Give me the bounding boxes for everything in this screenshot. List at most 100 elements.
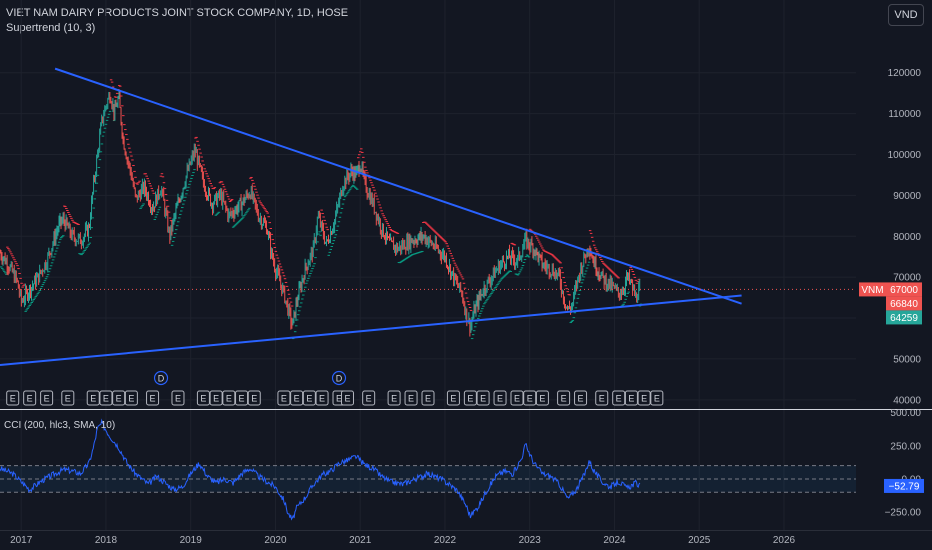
price-badge-label: 64259 bbox=[890, 313, 918, 324]
y-tick-label: 120000 bbox=[888, 68, 922, 79]
x-tick-label: 2024 bbox=[603, 535, 626, 546]
symbol-label: VNM bbox=[861, 285, 883, 296]
earnings-label: E bbox=[239, 394, 245, 404]
earnings-label: E bbox=[65, 394, 71, 404]
dividend-label: D bbox=[336, 374, 343, 384]
y-tick-label: 40000 bbox=[893, 395, 921, 406]
y-tick-label: 110000 bbox=[888, 109, 921, 120]
axes: 2017 2018 2019 2020 2021 2022 2023 2024 2025 2026… bbox=[0, 68, 932, 546]
earnings-marker bbox=[637, 390, 651, 406]
trendline bbox=[0, 294, 742, 367]
earnings-marker bbox=[209, 390, 223, 406]
price-badge bbox=[886, 310, 922, 325]
x-tick-label: 2026 bbox=[773, 535, 796, 546]
earnings-label: E bbox=[616, 394, 622, 404]
y-tick-label: 50000 bbox=[893, 354, 921, 365]
earnings-marker bbox=[171, 390, 185, 406]
earnings-label: E bbox=[103, 394, 109, 404]
x-tick-label: 2023 bbox=[519, 535, 542, 546]
earnings-label: E bbox=[425, 394, 431, 404]
earnings-marker bbox=[302, 390, 316, 406]
earnings-label: E bbox=[561, 394, 567, 404]
y-tick-label: 70000 bbox=[893, 273, 921, 284]
earnings-marker bbox=[340, 390, 354, 406]
earnings-marker bbox=[574, 390, 588, 406]
earnings-label: E bbox=[527, 394, 533, 404]
earnings-label: E bbox=[175, 394, 181, 404]
x-tick-label: 2019 bbox=[180, 535, 203, 546]
cci-y-tick-label: −250.00 bbox=[885, 508, 922, 519]
trendline bbox=[54, 67, 742, 305]
earnings-marker bbox=[650, 390, 664, 406]
x-tick-label: 2022 bbox=[434, 535, 457, 546]
earnings-marker bbox=[40, 390, 54, 406]
earnings-marker bbox=[557, 390, 571, 406]
cci-y-tick-label: 250.00 bbox=[890, 441, 921, 452]
earnings-marker bbox=[196, 390, 210, 406]
indicator-label[interactable]: Supertrend (10, 3) bbox=[6, 22, 96, 34]
earnings-marker bbox=[612, 390, 626, 406]
earnings-marker bbox=[86, 390, 100, 406]
earnings-marker bbox=[535, 390, 549, 406]
y-tick-label: 100000 bbox=[888, 150, 922, 161]
earnings-label: E bbox=[44, 394, 50, 404]
earnings-marker bbox=[421, 390, 435, 406]
earnings-label: E bbox=[641, 394, 647, 404]
earnings-label: E bbox=[366, 394, 372, 404]
earnings-label: E bbox=[251, 394, 257, 404]
earnings-marker bbox=[404, 390, 418, 406]
earnings-label: E bbox=[294, 394, 300, 404]
earnings-marker bbox=[247, 390, 261, 406]
earnings-marker bbox=[315, 390, 329, 406]
x-tick-label: 2018 bbox=[95, 535, 118, 546]
earnings-label: E bbox=[344, 394, 350, 404]
earnings-label: E bbox=[90, 394, 96, 404]
earnings-marker bbox=[595, 390, 609, 406]
earnings-marker bbox=[290, 390, 304, 406]
event-markers: E E E E E E E E E E E E E E E E E E E E E E E E E E E E E E E E E E E E E E ED… bbox=[6, 370, 664, 406]
cci-title: CCI (200, hlc3, SMA, 10) bbox=[4, 420, 115, 431]
earnings-marker bbox=[61, 390, 75, 406]
earnings-marker bbox=[624, 390, 638, 406]
earnings-label: E bbox=[450, 394, 456, 404]
dividend-marker bbox=[153, 370, 169, 386]
earnings-label: E bbox=[467, 394, 473, 404]
x-tick-label: 2021 bbox=[349, 535, 372, 546]
earnings-label: E bbox=[539, 394, 545, 404]
chart-title: VIET NAM DAIRY PRODUCTS JOINT STOCK COMP… bbox=[6, 7, 349, 19]
price-pane bbox=[0, 67, 856, 367]
earnings-marker bbox=[387, 390, 401, 406]
x-tick-label: 2017 bbox=[10, 535, 33, 546]
earnings-marker bbox=[493, 390, 507, 406]
y-tick-label: 80000 bbox=[893, 232, 921, 243]
earnings-label: E bbox=[628, 394, 634, 404]
earnings-label: E bbox=[480, 394, 486, 404]
earnings-marker bbox=[523, 390, 537, 406]
earnings-marker bbox=[124, 390, 138, 406]
earnings-marker bbox=[99, 390, 113, 406]
currency-button[interactable]: VND bbox=[888, 4, 924, 26]
symbol-tag bbox=[859, 282, 886, 297]
earnings-label: E bbox=[128, 394, 134, 404]
earnings-marker bbox=[23, 390, 37, 406]
x-tick-label: 2025 bbox=[688, 535, 711, 546]
earnings-label: E bbox=[10, 394, 16, 404]
earnings-label: E bbox=[599, 394, 605, 404]
price-badge-label: 67000 bbox=[890, 285, 918, 296]
earnings-label: E bbox=[226, 394, 232, 404]
earnings-marker bbox=[235, 390, 249, 406]
price-badge-label: 66840 bbox=[890, 299, 918, 310]
earnings-label: E bbox=[213, 394, 219, 404]
earnings-marker bbox=[510, 390, 524, 406]
dividend-label: D bbox=[158, 374, 165, 384]
earnings-marker bbox=[146, 390, 160, 406]
earnings-marker bbox=[112, 390, 126, 406]
earnings-label: E bbox=[391, 394, 397, 404]
earnings-label: E bbox=[336, 394, 342, 404]
cci-value-label: −52.79 bbox=[889, 481, 920, 492]
earnings-marker bbox=[463, 390, 477, 406]
earnings-label: E bbox=[150, 394, 156, 404]
dividend-marker bbox=[331, 370, 347, 386]
cci-y-tick-label: 500.00 bbox=[890, 408, 921, 419]
